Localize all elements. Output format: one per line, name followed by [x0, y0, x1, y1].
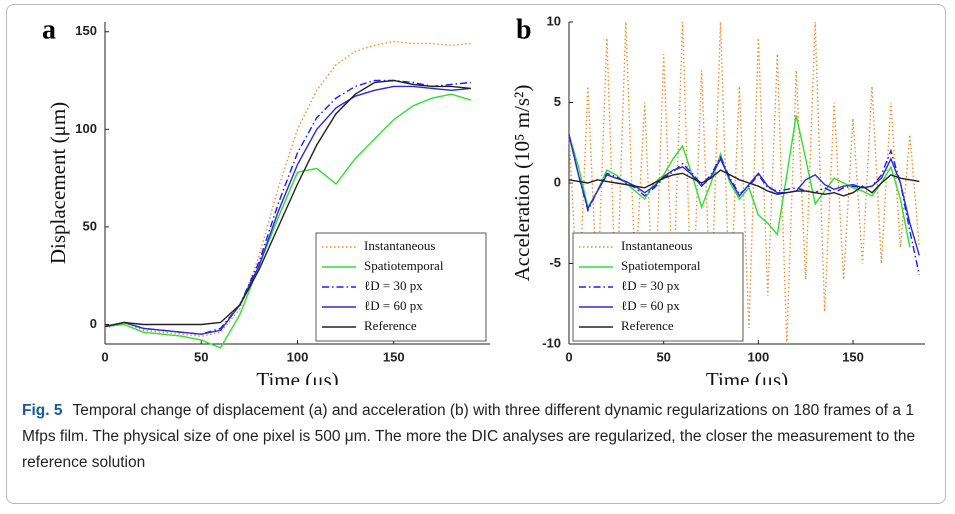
y-tick-label: 0: [554, 174, 561, 189]
legend-label: ℓD = 60 px: [621, 298, 680, 313]
series-line: [568, 21, 920, 345]
figure-frame: [6, 4, 946, 504]
x-axis-title: Time (μs): [256, 368, 338, 385]
x-tick-label: 150: [842, 349, 864, 364]
legend-label: Reference: [621, 318, 674, 333]
y-tick-label: 5: [554, 94, 561, 109]
x-tick-label: 50: [194, 349, 208, 364]
y-tick-label: 50: [83, 218, 97, 233]
y-tick-label: 10: [547, 13, 561, 28]
x-tick-label: 100: [287, 349, 309, 364]
series-line: [568, 115, 911, 248]
legend-label: ℓD = 60 px: [364, 298, 423, 313]
x-tick-label: 50: [656, 349, 670, 364]
y-tick-label: 150: [75, 23, 97, 38]
legend-label: Reference: [364, 318, 417, 333]
y-tick-label: -10: [542, 335, 561, 350]
caption-label: Fig. 5: [22, 402, 63, 419]
legend-label: ℓD = 30 px: [621, 278, 680, 293]
legend-box: [572, 232, 744, 342]
x-tick-label: 0: [565, 349, 572, 364]
caption: Fig. 5 Temporal change of displacement (a…: [22, 398, 927, 476]
legend-label: ℓD = 30 px: [364, 278, 423, 293]
legend-box: [315, 232, 487, 342]
x-tick-label: 150: [383, 349, 405, 364]
panel-label: b: [516, 14, 532, 45]
x-tick-label: 0: [101, 349, 108, 364]
series-line: [104, 85, 471, 335]
y-axis-title: Displacement (μm): [46, 102, 70, 264]
series-line: [104, 93, 472, 349]
legend-label: Spatiotemporal: [364, 258, 444, 273]
series-line: [104, 79, 471, 328]
x-tick-label: 100: [748, 349, 770, 364]
y-tick-label: 0: [90, 316, 97, 331]
y-tick-label: 100: [75, 121, 97, 136]
x-axis-title: Time (μs): [706, 368, 788, 385]
series-line: [104, 40, 471, 337]
panel-label: a: [42, 14, 56, 45]
y-axis-title: Acceleration (10⁵ m/s²): [510, 85, 534, 282]
legend-label: Instantaneous: [621, 238, 692, 253]
caption-text: Temporal change of displacement (a) and …: [22, 402, 916, 471]
legend-label: Spatiotemporal: [621, 258, 701, 273]
y-tick-label: -5: [549, 255, 561, 270]
series-line: [568, 169, 920, 197]
legend-label: Instantaneous: [364, 238, 435, 253]
